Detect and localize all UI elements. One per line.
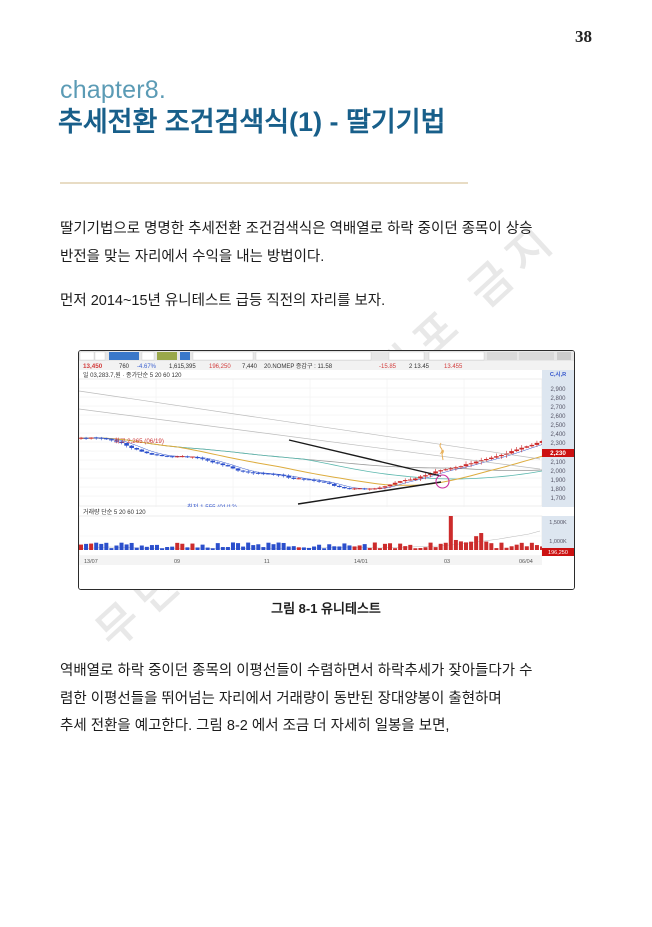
svg-text:1,700: 1,700 bbox=[550, 496, 566, 502]
svg-text:-15.85: -15.85 bbox=[379, 364, 397, 370]
svg-text:1,500K: 1,500K bbox=[549, 520, 567, 526]
svg-text:1,000K: 1,000K bbox=[549, 539, 567, 545]
svg-text:2,500: 2,500 bbox=[550, 423, 566, 429]
svg-text:2 13.45: 2 13.45 bbox=[409, 364, 430, 370]
svg-text:20.NOMEP 증감구 : 11.58: 20.NOMEP 증감구 : 11.58 bbox=[264, 363, 333, 370]
svg-text:일 03,283.7,원 · 종가단순 5 20 60 12: 일 03,283.7,원 · 종가단순 5 20 60 120 bbox=[83, 371, 182, 379]
svg-text:거래량 단순 5 20 60 120: 거래량 단순 5 20 60 120 bbox=[83, 508, 146, 516]
svg-text:13,450: 13,450 bbox=[83, 363, 103, 370]
svg-text:11: 11 bbox=[264, 559, 270, 565]
svg-text:최고 2,265 (06/19): 최고 2,265 (06/19) bbox=[114, 437, 164, 445]
svg-text:1,800: 1,800 bbox=[550, 487, 566, 493]
svg-text:2,000: 2,000 bbox=[550, 469, 566, 475]
svg-text:13.455: 13.455 bbox=[444, 364, 463, 370]
svg-text:196,250: 196,250 bbox=[548, 550, 568, 556]
svg-text:1,615,395: 1,615,395 bbox=[169, 364, 196, 370]
svg-text:196,250: 196,250 bbox=[209, 364, 231, 370]
svg-text:2,800: 2,800 bbox=[550, 396, 566, 402]
svg-text:C,시,R: C,시,R bbox=[550, 371, 566, 378]
svg-text:7,440: 7,440 bbox=[242, 364, 258, 370]
svg-text:2,700: 2,700 bbox=[550, 405, 566, 411]
svg-text:2,300: 2,300 bbox=[550, 441, 566, 447]
svg-text:2,600: 2,600 bbox=[550, 414, 566, 420]
svg-text:760: 760 bbox=[119, 364, 130, 370]
svg-text:2,230: 2,230 bbox=[550, 450, 566, 457]
svg-text:09: 09 bbox=[174, 559, 180, 565]
svg-text:2,400: 2,400 bbox=[550, 432, 566, 438]
svg-text:03: 03 bbox=[444, 559, 450, 565]
svg-text:14/01: 14/01 bbox=[354, 559, 368, 565]
svg-text:13/07: 13/07 bbox=[84, 559, 98, 565]
svg-text:06/04: 06/04 bbox=[519, 559, 533, 565]
svg-text:2,100: 2,100 bbox=[550, 460, 566, 466]
svg-text:1,900: 1,900 bbox=[550, 478, 566, 484]
svg-text:2,900: 2,900 bbox=[550, 387, 566, 393]
svg-text:-4.67%: -4.67% bbox=[137, 364, 157, 370]
